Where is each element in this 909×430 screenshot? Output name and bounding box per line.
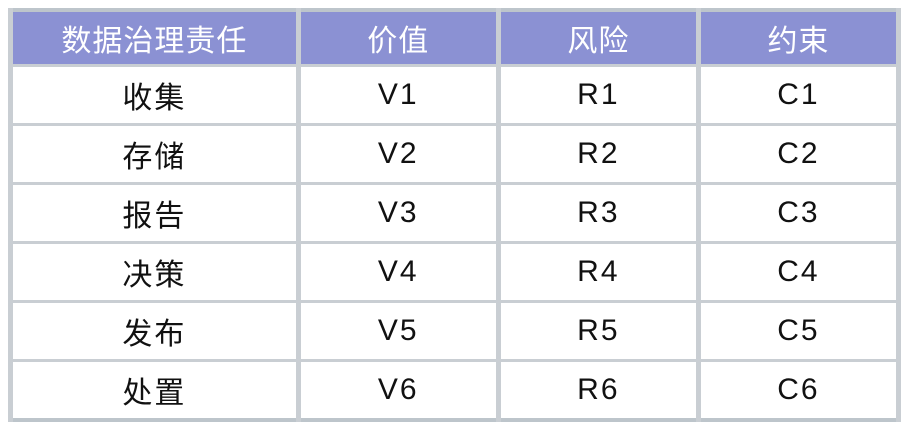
- data-cell: R1: [495, 64, 701, 126]
- column-header-risk: 风险: [495, 8, 701, 67]
- data-cell: V2: [295, 122, 501, 185]
- data-cell: C3: [695, 181, 902, 244]
- column-header-responsibility: 数据治理责任: [8, 8, 301, 67]
- row-label-cell: 处置: [8, 358, 301, 422]
- data-cell: C2: [695, 122, 902, 185]
- table-row: 存储 V2 R2 C2: [8, 122, 902, 185]
- data-cell: R2: [495, 122, 701, 185]
- row-label-cell: 报告: [8, 181, 301, 244]
- table-row: 处置 V6 R6 C6: [8, 358, 902, 422]
- data-governance-table: 数据治理责任 价值 风险 约束 收集 V1 R1 C1 存储 V2 R2 C2 …: [8, 8, 902, 422]
- header-row: 数据治理责任 价值 风险 约束: [8, 8, 902, 67]
- table-row: 报告 V3 R3 C3: [8, 181, 902, 244]
- column-header-constraint: 约束: [695, 8, 902, 67]
- data-cell: V1: [295, 64, 501, 126]
- data-cell: R6: [495, 358, 701, 422]
- row-label-cell: 发布: [8, 299, 301, 362]
- data-cell: C6: [695, 358, 902, 422]
- table-row: 收集 V1 R1 C1: [8, 64, 902, 126]
- data-cell: V5: [295, 299, 501, 362]
- data-cell: C1: [695, 64, 902, 126]
- table-row: 发布 V5 R5 C5: [8, 299, 902, 362]
- data-cell: R3: [495, 181, 701, 244]
- data-cell: V6: [295, 358, 501, 422]
- data-cell: V3: [295, 181, 501, 244]
- row-label-cell: 决策: [8, 240, 301, 303]
- row-label-cell: 收集: [8, 64, 301, 126]
- data-cell: R4: [495, 240, 701, 303]
- data-cell: R5: [495, 299, 701, 362]
- data-cell: V4: [295, 240, 501, 303]
- data-cell: C4: [695, 240, 902, 303]
- data-cell: C5: [695, 299, 902, 362]
- column-header-value: 价值: [295, 8, 501, 67]
- table-row: 决策 V4 R4 C4: [8, 240, 902, 303]
- row-label-cell: 存储: [8, 122, 301, 185]
